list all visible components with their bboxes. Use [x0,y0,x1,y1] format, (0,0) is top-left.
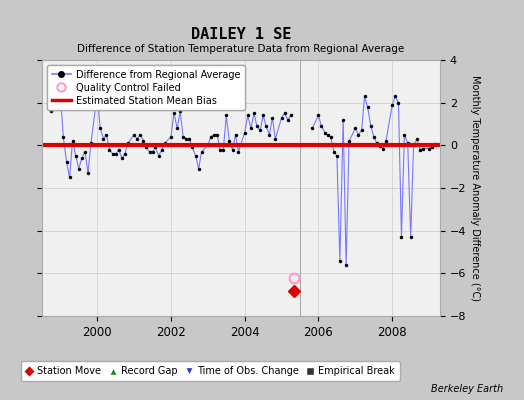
Legend: Station Move, Record Gap, Time of Obs. Change, Empirical Break: Station Move, Record Gap, Time of Obs. C… [20,361,400,381]
Text: Berkeley Earth: Berkeley Earth [431,384,503,394]
Text: Difference of Station Temperature Data from Regional Average: Difference of Station Temperature Data f… [78,44,405,54]
Legend: Difference from Regional Average, Quality Control Failed, Estimated Station Mean: Difference from Regional Average, Qualit… [47,65,245,110]
Y-axis label: Monthly Temperature Anomaly Difference (°C): Monthly Temperature Anomaly Difference (… [470,75,481,301]
Text: DAILEY 1 SE: DAILEY 1 SE [191,27,291,42]
